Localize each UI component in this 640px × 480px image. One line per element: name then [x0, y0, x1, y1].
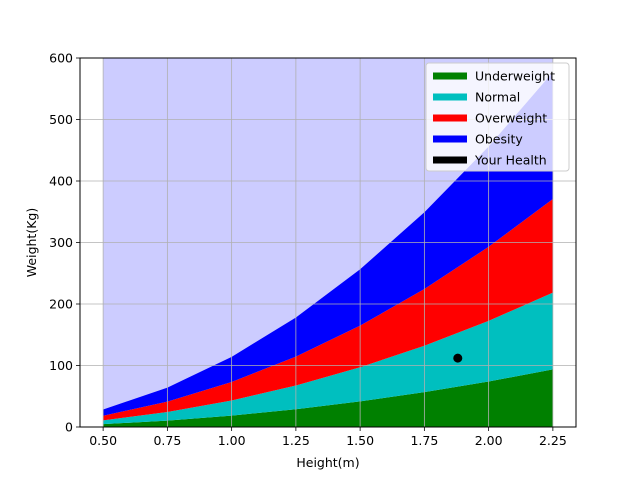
legend-label-normal: Normal — [475, 90, 520, 105]
x-tick-label: 2.00 — [475, 433, 503, 448]
x-tick-label: 0.75 — [153, 433, 181, 448]
legend-swatch-your-health — [433, 156, 467, 164]
your-health-point — [453, 353, 463, 363]
y-axis-label: Weight(Kg) — [24, 208, 39, 277]
y-tick-label: 200 — [49, 297, 73, 312]
legend-label-underweight: Underweight — [475, 69, 555, 84]
y-tick-label: 100 — [49, 358, 73, 373]
x-tick-label: 2.25 — [539, 433, 567, 448]
legend-label-your-health: Your Health — [474, 153, 547, 168]
legend-box — [425, 62, 570, 172]
legend-swatch-normal — [433, 93, 467, 101]
area-overweight — [103, 198, 553, 421]
x-tick-label: 1.75 — [410, 433, 438, 448]
area-normal — [103, 292, 553, 425]
x-tick-label: 1.50 — [346, 433, 374, 448]
area-underweight — [103, 369, 553, 427]
legend-label-obesity: Obesity — [475, 132, 523, 147]
plot-area: 0.50 0.75 1.00 1.25 1.50 1.75 2.00 2.25 0 100 200 3… — [24, 51, 577, 470]
y-tick-label: 300 — [49, 235, 73, 250]
y-tick-label: 0 — [65, 420, 73, 435]
legend-label-overweight: Overweight — [475, 111, 547, 126]
x-tick-label: 1.25 — [282, 433, 310, 448]
y-tick-label: 400 — [49, 174, 73, 189]
x-tick-label: 0.50 — [89, 433, 117, 448]
x-axis-label: Height(m) — [296, 455, 359, 470]
y-tick-label: 600 — [49, 51, 73, 66]
x-tick-label: 1.00 — [218, 433, 246, 448]
legend-swatch-underweight — [433, 72, 467, 80]
legend-swatch-overweight — [433, 114, 467, 122]
area-obesity — [103, 72, 553, 416]
legend-swatch-obesity — [433, 135, 467, 143]
y-tick-label: 500 — [49, 112, 73, 127]
